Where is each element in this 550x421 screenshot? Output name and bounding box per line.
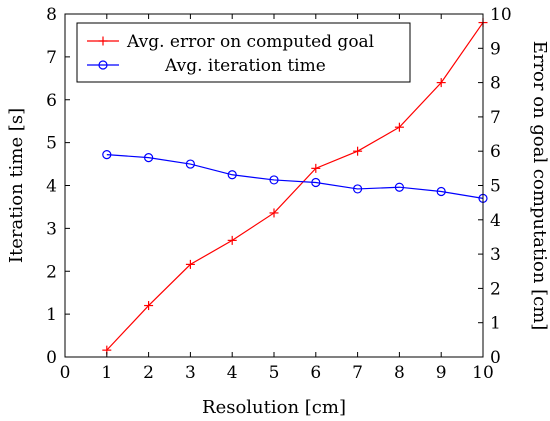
data-point xyxy=(269,208,279,218)
data-point xyxy=(185,159,195,169)
data-point xyxy=(144,301,154,311)
x-tick-label: 6 xyxy=(310,363,321,383)
y-right-tick-label: 1 xyxy=(490,314,501,334)
data-point xyxy=(311,177,321,188)
legend-marker xyxy=(98,60,108,70)
data-point xyxy=(227,170,237,180)
x-tick-label: 3 xyxy=(185,363,196,383)
y-left-tick-label: 6 xyxy=(46,91,57,111)
data-point xyxy=(394,182,404,192)
data-point xyxy=(436,78,446,88)
data-point xyxy=(227,235,237,245)
series-line xyxy=(106,22,484,351)
y-left-tick-label: 5 xyxy=(46,134,57,154)
y-right-tick-label: 10 xyxy=(490,5,512,25)
y-left-tick-label: 0 xyxy=(46,348,57,368)
x-tick-label: 9 xyxy=(436,363,447,383)
y-right-tick-label: 9 xyxy=(490,39,501,59)
y-right-tick-label: 3 xyxy=(490,245,501,265)
y-left-tick-label: 4 xyxy=(46,177,57,197)
data-point xyxy=(102,150,112,160)
y-right-tick-label: 5 xyxy=(490,177,501,197)
x-tick-label: 0 xyxy=(60,363,71,383)
x-tick-label: 4 xyxy=(227,363,238,383)
data-point xyxy=(311,163,321,173)
y-left-tick-label: 8 xyxy=(46,5,57,25)
legend-label: Avg. error on computed goal xyxy=(126,32,374,52)
y-left-tick-label: 7 xyxy=(46,48,57,68)
x-tick-label: 2 xyxy=(143,363,154,383)
legend-entry: Avg. iteration time xyxy=(87,56,326,76)
legend: Avg. error on computed goal Avg. iteratio… xyxy=(76,22,411,83)
x-tick-label: 10 xyxy=(472,363,494,383)
y-left-tick-label: 1 xyxy=(46,305,57,325)
data-point xyxy=(185,259,195,269)
y-right-tick-label: 7 xyxy=(490,108,501,128)
legend-entry: Avg. error on computed goal xyxy=(87,32,374,52)
plot-marks xyxy=(102,18,488,355)
data-point xyxy=(436,186,446,197)
series-1 xyxy=(102,18,488,355)
legend-marker xyxy=(98,36,108,46)
data-point xyxy=(353,184,363,194)
y-axis-right-label: Error on goal computation [cm] xyxy=(529,41,550,331)
x-tick-label: 1 xyxy=(101,363,112,383)
data-point xyxy=(353,146,363,156)
y-right-tick-label: 4 xyxy=(490,211,501,231)
data-point xyxy=(394,122,404,132)
data-point xyxy=(144,153,154,163)
y-left-tick-label: 3 xyxy=(46,219,57,239)
series-2 xyxy=(102,150,488,203)
y-right-tick-label: 6 xyxy=(490,142,501,162)
x-tick-label: 7 xyxy=(352,363,363,383)
y-right-tick-label: 8 xyxy=(490,74,501,94)
legend-label: Avg. iteration time xyxy=(164,56,326,76)
y-left-tick-label: 2 xyxy=(46,262,57,282)
y-right-tick-label: 2 xyxy=(490,279,501,299)
x-axis-label: Resolution [cm] xyxy=(202,397,346,418)
y-axis-left-label: Iteration time [s] xyxy=(6,108,27,263)
data-point xyxy=(269,175,279,185)
y-right-tick-label: 0 xyxy=(490,348,501,368)
legend-box xyxy=(76,22,411,83)
series-line xyxy=(106,154,484,199)
x-tick-label: 8 xyxy=(394,363,405,383)
x-tick-label: 5 xyxy=(269,363,280,383)
